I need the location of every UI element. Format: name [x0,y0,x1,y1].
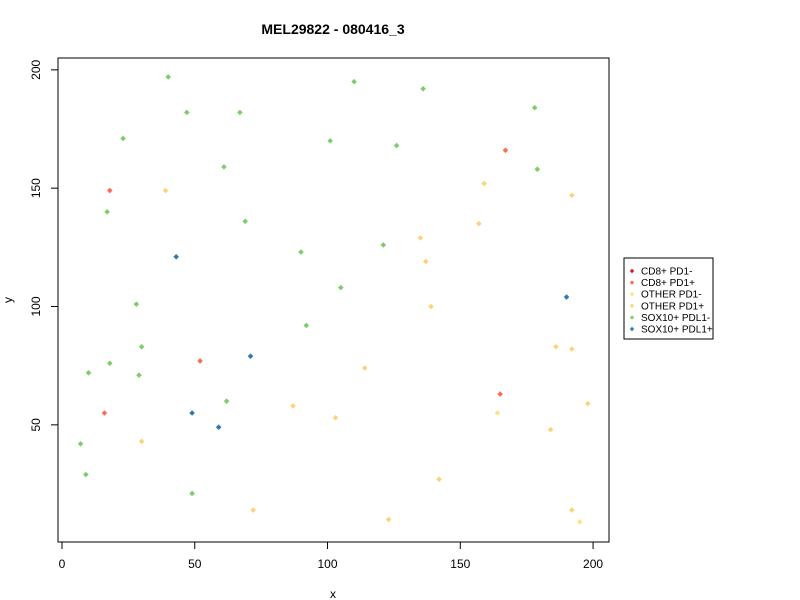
data-point [138,343,145,350]
chart-title: MEL29822 - 080416_3 [261,21,404,37]
data-point [104,209,110,215]
data-point [422,258,429,265]
data-point [250,507,256,513]
y-axis: 50 100 150 200 [29,60,59,432]
legend-label: SOX10+ PDL1- [641,313,710,324]
x-tick-label: 0 [59,557,66,571]
data-point [436,476,442,483]
legend-label: SOX10+ PDL1+ [641,325,713,336]
data-point [133,301,140,307]
y-axis-label: y [1,297,15,303]
data-point [361,365,368,371]
data-point [162,187,169,194]
x-tick-label: 50 [188,557,202,571]
y-tick-label: 50 [29,418,43,432]
data-point [101,410,108,416]
data-point [189,490,195,497]
data-point [83,471,89,478]
data-point [576,519,583,525]
data-point [223,398,230,404]
data-point [338,284,344,291]
data-point [380,242,387,248]
data-point [106,360,113,367]
x-tick-label: 200 [583,557,603,571]
x-tick-label: 150 [450,557,470,571]
data-point [189,410,195,416]
data-point [106,187,113,194]
plot-frame [57,57,610,543]
data-point [547,426,554,433]
data-point [417,235,424,241]
data-point [502,147,509,154]
data-point [476,220,482,227]
data-point [120,135,126,142]
legend-marker [629,280,635,285]
data-point [569,346,575,352]
data-point [197,358,203,364]
x-tick-label: 100 [318,557,338,571]
data-point [494,410,501,416]
data-point [136,372,142,378]
data-point [569,192,575,199]
data-point [327,138,333,144]
y-tick-label: 150 [29,178,43,198]
data-point [584,400,591,407]
legend-label: CD8+ PD1+ [641,278,695,289]
data-point [428,303,434,310]
legend-marker [629,315,635,320]
legend-marker [629,292,635,297]
data-point [553,343,559,350]
data-point [77,440,84,447]
x-axis: 0 50 100 150 200 [59,541,603,571]
data-point [332,414,339,421]
data-point [298,249,304,255]
data-point [173,254,179,260]
data-point [481,180,487,187]
legend-box [623,257,714,340]
data-point [183,109,190,116]
data-point [385,516,392,523]
data-point [138,438,145,445]
data-point [165,74,171,80]
data-point [215,424,222,431]
data-point [247,353,254,360]
legend: CD8+ PD1-CD8+ PD1+OTHER PD1-OTHER PD1+SO… [623,257,714,340]
data-point [221,164,227,170]
legend-marker [629,268,635,274]
legend-label: OTHER PD1- [641,290,702,301]
data-point [237,109,243,116]
data-point [303,322,310,329]
legend-marker [629,303,635,308]
data-point [563,294,570,300]
data-point [569,507,575,513]
legend-marker [629,326,635,332]
legend-label: CD8+ PD1- [641,267,692,278]
data-point [497,391,503,397]
data-point [531,104,538,111]
y-tick-label: 200 [29,60,43,80]
legend-label: OTHER PD1+ [641,301,704,312]
data-point [420,85,426,92]
data-point [393,142,400,149]
data-point [534,166,541,173]
data-point [290,403,296,409]
data-points [77,74,591,525]
data-point [242,218,249,225]
data-point [351,78,357,85]
x-axis-label: x [330,587,336,600]
data-point [85,369,92,376]
y-tick-label: 100 [29,296,43,316]
